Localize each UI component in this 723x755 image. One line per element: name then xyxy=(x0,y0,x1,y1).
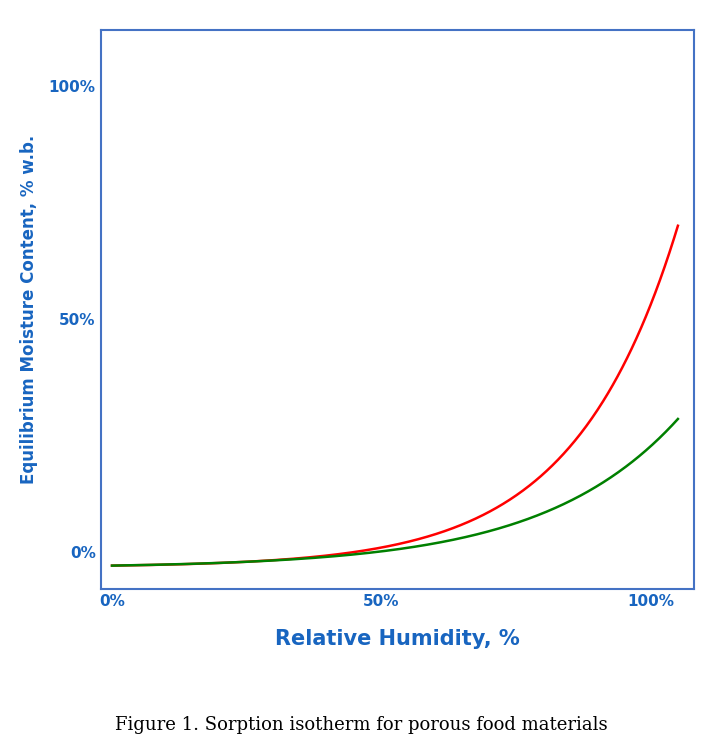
Text: Figure 1. Sorption isotherm for porous food materials: Figure 1. Sorption isotherm for porous f… xyxy=(115,716,608,734)
Y-axis label: Equilibrium Moisture Content, % w.b.: Equilibrium Moisture Content, % w.b. xyxy=(20,135,38,484)
X-axis label: Relative Humidity, %: Relative Humidity, % xyxy=(275,629,520,649)
